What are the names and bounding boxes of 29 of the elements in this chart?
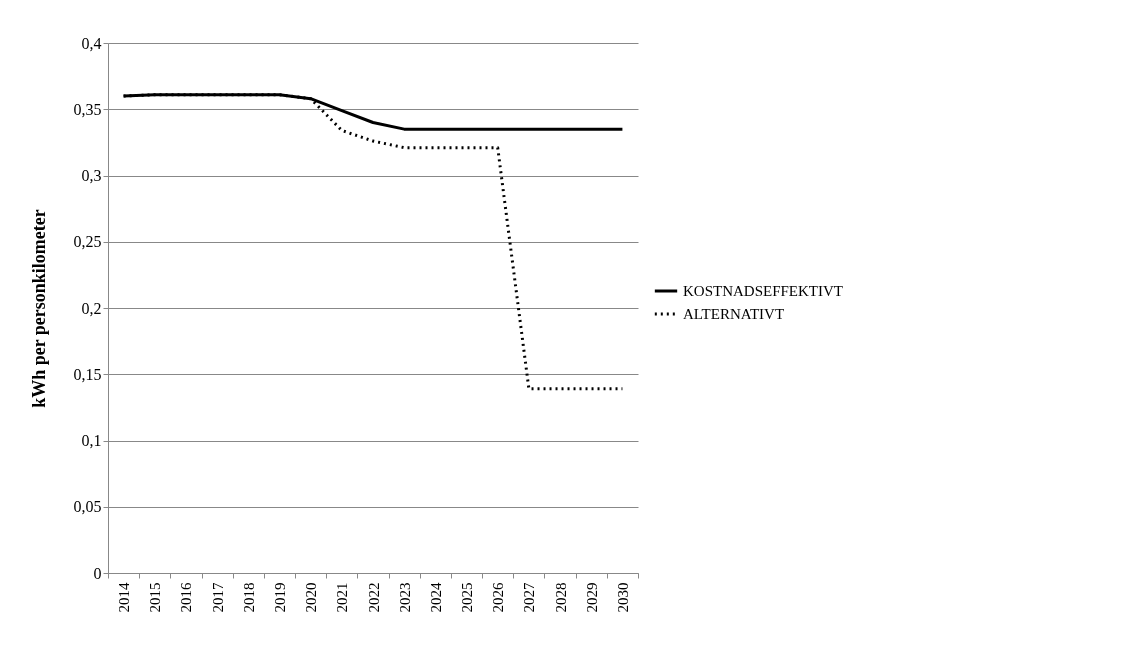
y-tick-label: 0,4 — [81, 34, 102, 52]
x-tick-label: 2026 — [490, 582, 507, 613]
x-tick-label: 2019 — [271, 582, 288, 613]
y-tick-label: 0,05 — [73, 498, 102, 516]
x-tick-label: 2023 — [396, 582, 413, 613]
y-tick-label: 0,35 — [73, 100, 102, 118]
legend-label: KOSTNADSEFFEKTIVT — [683, 283, 844, 299]
x-tick-label: 2030 — [614, 582, 631, 613]
x-tick-label: 2027 — [521, 582, 538, 613]
x-tick-label: 2029 — [583, 582, 600, 613]
x-tick-label: 2020 — [303, 582, 320, 613]
legend-label: ALTERNATIVT — [683, 306, 785, 322]
x-tick-label: 2028 — [552, 582, 569, 613]
x-tick-label: 2015 — [147, 582, 164, 613]
y-tick-label: 0,3 — [81, 167, 102, 184]
y-tick-label: 0,1 — [81, 432, 102, 449]
x-tick-label: 2016 — [178, 582, 195, 613]
y-tick-label: 0,2 — [81, 299, 102, 317]
x-tick-label: 2025 — [459, 582, 476, 613]
x-tick-label: 2024 — [427, 582, 444, 613]
y-tick-label: 0,25 — [73, 233, 102, 251]
x-tick-label: 2017 — [209, 582, 226, 613]
y-axis-title: kWh per personkilometer — [28, 209, 49, 408]
x-tick-label: 2021 — [334, 582, 351, 613]
x-tick-label: 2022 — [365, 582, 382, 613]
y-tick-label: 0,15 — [73, 365, 102, 383]
y-tick-label: 0 — [93, 564, 102, 582]
x-tick-label: 2018 — [240, 582, 257, 613]
x-tick-label: 2014 — [116, 582, 133, 613]
